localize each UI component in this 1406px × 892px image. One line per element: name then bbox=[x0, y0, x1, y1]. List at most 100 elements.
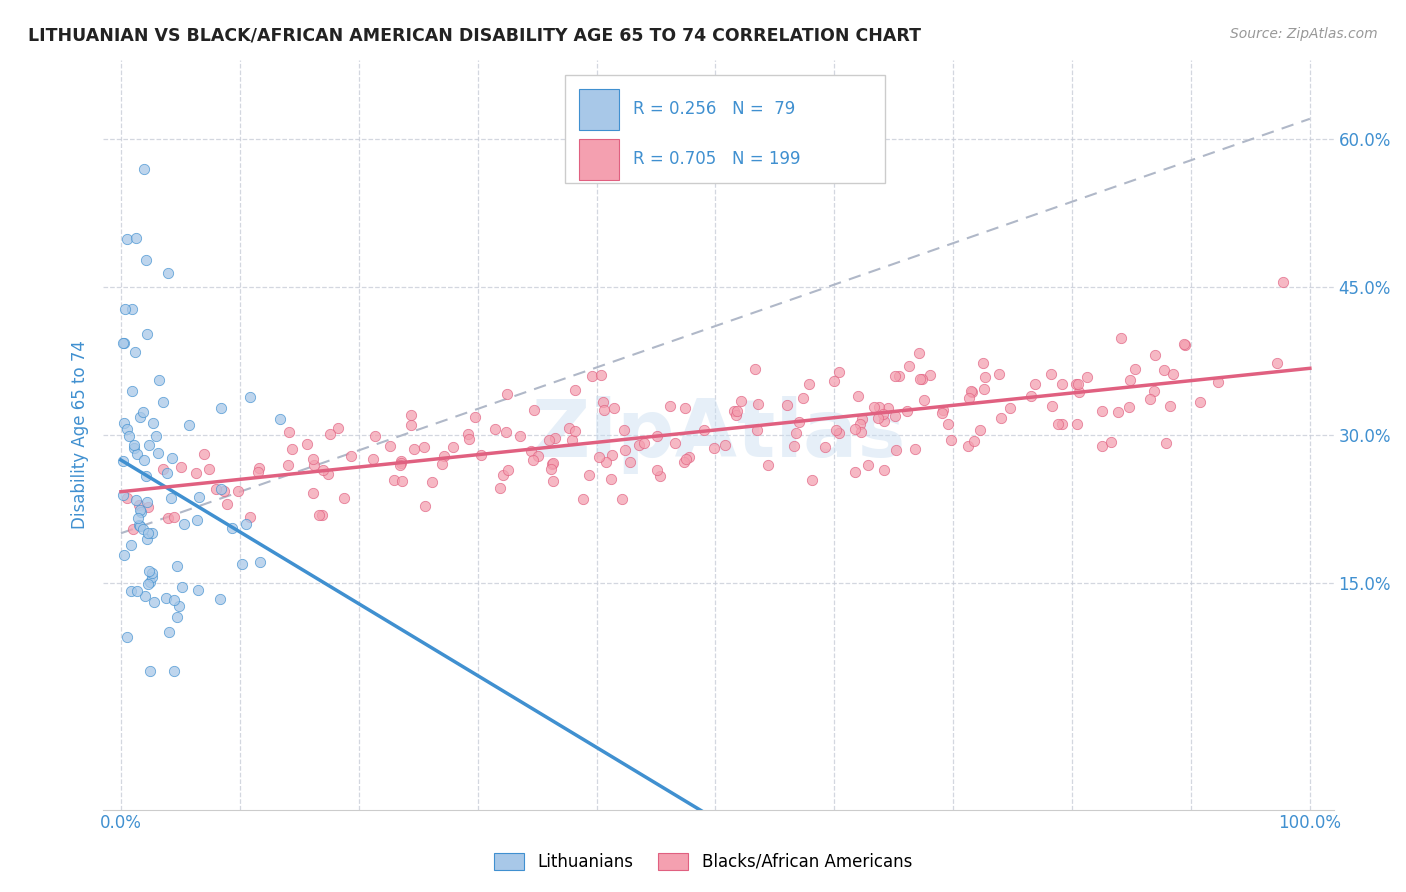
Point bbox=[1019, 389, 1042, 403]
Point bbox=[187, 583, 209, 598]
Point bbox=[112, 548, 135, 562]
Point bbox=[540, 457, 562, 471]
Point bbox=[141, 566, 163, 581]
Point bbox=[318, 427, 340, 442]
Point bbox=[558, 421, 581, 435]
Point bbox=[561, 434, 583, 448]
Point bbox=[872, 463, 894, 477]
Point bbox=[633, 436, 655, 450]
Point bbox=[898, 359, 921, 373]
Point bbox=[382, 473, 405, 487]
Point bbox=[908, 372, 931, 386]
Point bbox=[1265, 356, 1288, 370]
Point bbox=[744, 361, 766, 376]
Point bbox=[433, 449, 456, 463]
Point bbox=[851, 425, 873, 440]
Point bbox=[873, 414, 896, 428]
Point bbox=[138, 564, 160, 578]
Point bbox=[1206, 375, 1229, 389]
Point bbox=[389, 456, 412, 470]
Point bbox=[247, 461, 270, 475]
Point bbox=[1040, 399, 1063, 413]
Point bbox=[1139, 392, 1161, 407]
Point bbox=[205, 483, 228, 497]
Point bbox=[1091, 439, 1114, 453]
Point bbox=[361, 452, 384, 467]
Point bbox=[745, 423, 768, 437]
Point bbox=[1188, 395, 1211, 409]
Point bbox=[128, 517, 150, 532]
Point bbox=[135, 495, 157, 509]
Point bbox=[139, 575, 162, 590]
Point bbox=[141, 570, 163, 584]
Point bbox=[413, 440, 436, 454]
Point bbox=[613, 423, 636, 437]
Point bbox=[724, 408, 747, 422]
Point bbox=[186, 467, 208, 481]
Point bbox=[122, 523, 145, 537]
Point bbox=[1154, 436, 1177, 450]
Point bbox=[197, 462, 219, 476]
Point bbox=[125, 231, 148, 245]
Point bbox=[868, 400, 890, 414]
Point bbox=[128, 498, 150, 512]
Point bbox=[277, 458, 299, 473]
Point bbox=[129, 503, 152, 517]
FancyBboxPatch shape bbox=[579, 139, 619, 180]
Point bbox=[139, 665, 162, 679]
Point bbox=[188, 490, 211, 504]
Point bbox=[239, 390, 262, 404]
Point bbox=[239, 510, 262, 524]
Point bbox=[399, 409, 422, 423]
Point bbox=[963, 434, 986, 449]
Point bbox=[215, 497, 238, 511]
Point bbox=[142, 417, 165, 431]
Point bbox=[135, 468, 157, 483]
Point bbox=[936, 417, 959, 432]
Point bbox=[1066, 377, 1088, 392]
Point bbox=[593, 402, 616, 417]
Point bbox=[823, 374, 845, 388]
Point bbox=[920, 368, 942, 383]
Point bbox=[115, 491, 138, 506]
Point bbox=[1159, 399, 1181, 413]
Point bbox=[328, 420, 350, 434]
Point bbox=[960, 384, 983, 399]
Point bbox=[457, 432, 479, 446]
Point bbox=[931, 406, 953, 420]
Point bbox=[333, 491, 356, 506]
Point bbox=[118, 428, 141, 442]
Point bbox=[603, 401, 626, 416]
Point bbox=[132, 405, 155, 419]
Point bbox=[1161, 368, 1184, 382]
Point bbox=[931, 403, 953, 417]
Point bbox=[800, 473, 823, 487]
Point bbox=[277, 425, 299, 440]
Point bbox=[723, 403, 745, 417]
Point bbox=[572, 492, 595, 507]
Point bbox=[703, 441, 725, 455]
Point bbox=[152, 461, 174, 475]
Point bbox=[141, 526, 163, 541]
Point bbox=[973, 370, 995, 384]
Point bbox=[907, 345, 929, 359]
Point bbox=[866, 410, 889, 425]
Point bbox=[464, 409, 486, 424]
Point bbox=[1143, 348, 1166, 362]
Point bbox=[120, 583, 142, 598]
Point bbox=[600, 471, 623, 485]
Point bbox=[159, 491, 181, 505]
Point bbox=[1174, 338, 1197, 352]
Point bbox=[714, 438, 737, 452]
Point bbox=[1099, 435, 1122, 450]
Point bbox=[249, 555, 271, 569]
Point bbox=[132, 522, 155, 536]
Text: R = 0.256   N =  79: R = 0.256 N = 79 bbox=[634, 101, 796, 119]
Point bbox=[872, 407, 894, 421]
Point bbox=[1067, 384, 1090, 399]
Point bbox=[645, 429, 668, 443]
Point bbox=[129, 519, 152, 533]
Point bbox=[889, 369, 911, 384]
Point bbox=[280, 442, 302, 456]
Point bbox=[645, 462, 668, 476]
